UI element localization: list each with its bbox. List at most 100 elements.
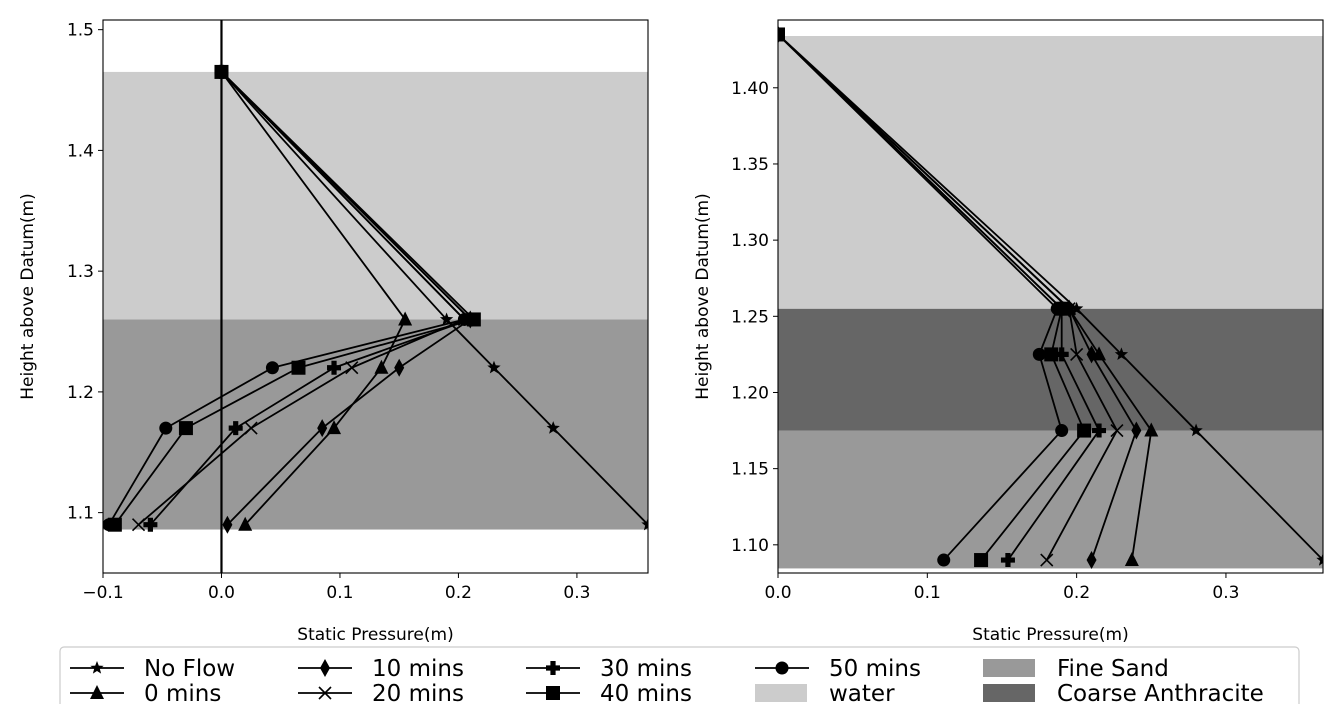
legend-label: 30 mins bbox=[600, 656, 692, 682]
y-tick-label: 1.5 bbox=[67, 21, 94, 41]
x-axis-label: Static Pressure(m) bbox=[972, 625, 1128, 645]
marker-triangle bbox=[374, 359, 389, 374]
marker-thin-diamond bbox=[222, 515, 233, 534]
markers-50-mins bbox=[778, 27, 1069, 567]
marker-triangle bbox=[398, 311, 413, 326]
region-coarse-anthracite bbox=[778, 308, 1323, 431]
marker-square bbox=[291, 360, 306, 375]
marker-x bbox=[1070, 347, 1084, 361]
legend-entry-water: water bbox=[755, 681, 895, 704]
y-axis-label: Height above Datum(m) bbox=[693, 193, 713, 399]
marker-plus-filled bbox=[228, 421, 243, 436]
legend-entry-20-mins: 20 mins bbox=[298, 681, 464, 704]
legend-marker-triangle bbox=[90, 685, 104, 699]
legend-entry-0-mins: 0 mins bbox=[70, 681, 221, 704]
marker-x bbox=[244, 421, 258, 435]
marker-thin-diamond bbox=[317, 419, 328, 438]
legend-label: 50 mins bbox=[829, 656, 921, 682]
marker-square bbox=[466, 312, 481, 327]
x-axis-label: Static Pressure(m) bbox=[297, 625, 453, 645]
marker-x bbox=[1040, 553, 1054, 567]
legend-marker-star bbox=[90, 661, 104, 674]
legend-entry-no-flow: No Flow bbox=[70, 656, 235, 682]
x-tick-label: −0.1 bbox=[82, 583, 123, 603]
legend-swatch-water bbox=[755, 684, 807, 702]
marker-square bbox=[1044, 347, 1059, 362]
marker-star bbox=[1069, 301, 1084, 315]
legend-label: Fine Sand bbox=[1057, 656, 1169, 682]
marker-thin-diamond bbox=[394, 358, 405, 377]
marker-circle bbox=[1050, 302, 1064, 316]
marker-x bbox=[345, 361, 359, 375]
marker-triangle bbox=[327, 420, 342, 435]
marker-square bbox=[178, 421, 193, 436]
x-tick-label: 0.1 bbox=[326, 583, 353, 603]
marker-thin-diamond bbox=[1086, 345, 1097, 364]
marker-star bbox=[546, 421, 560, 434]
marker-x bbox=[131, 518, 146, 532]
legend-entry-30-mins: 30 mins bbox=[526, 656, 692, 682]
marker-circle bbox=[265, 361, 279, 375]
legend-marker-x bbox=[318, 686, 332, 700]
marker-star bbox=[1316, 553, 1323, 566]
marker-triangle bbox=[238, 516, 253, 531]
legend-swatch-fine-sand bbox=[983, 659, 1035, 677]
x-tick-label: 0.2 bbox=[1063, 583, 1090, 603]
legend-label: No Flow bbox=[144, 656, 235, 682]
legend-entry-40-mins: 40 mins bbox=[526, 681, 692, 704]
marker-triangle bbox=[1124, 552, 1139, 567]
legend-label: 10 mins bbox=[372, 656, 464, 682]
y-axis-label: Height above Datum(m) bbox=[18, 193, 38, 399]
marker-thin-diamond bbox=[1131, 421, 1142, 440]
legend-entry-coarse-anthracite: Coarse Anthracite bbox=[983, 681, 1264, 704]
marker-triangle bbox=[1092, 346, 1107, 361]
y-tick-label: 1.4 bbox=[67, 141, 94, 161]
marker-circle bbox=[214, 65, 228, 79]
marker-plus-filled bbox=[143, 517, 158, 532]
legend-marker-plus-filled bbox=[546, 661, 560, 675]
y-tick-label: 1.1 bbox=[67, 504, 94, 524]
marker-circle bbox=[103, 518, 116, 532]
y-tick-label: 1.15 bbox=[731, 460, 769, 480]
marker-x bbox=[1110, 423, 1124, 438]
legend-entry-10-mins: 10 mins bbox=[298, 656, 464, 682]
marker-circle bbox=[778, 27, 785, 41]
y-tick-label: 1.2 bbox=[67, 383, 94, 403]
legend-label: 40 mins bbox=[600, 681, 692, 704]
marker-star bbox=[439, 312, 454, 326]
plot-area bbox=[778, 25, 1323, 570]
legend-label: water bbox=[829, 681, 895, 704]
y-tick-label: 1.10 bbox=[731, 536, 769, 556]
legend-entry-fine-sand: Fine Sand bbox=[983, 656, 1169, 682]
marker-star bbox=[1114, 347, 1129, 361]
legend-marker-square bbox=[546, 686, 560, 700]
marker-plus-filled bbox=[1000, 553, 1015, 568]
legend-entry-50-mins: 50 mins bbox=[755, 656, 921, 682]
x-tick-label: 0.3 bbox=[563, 583, 590, 603]
marker-plus-filled bbox=[1054, 347, 1069, 362]
legend-label: Coarse Anthracite bbox=[1057, 681, 1264, 704]
legend-label: 0 mins bbox=[144, 681, 221, 704]
marker-star bbox=[641, 517, 648, 531]
x-tick-label: 0.0 bbox=[208, 583, 235, 603]
y-tick-label: 1.35 bbox=[731, 155, 769, 175]
left-chart-panel: −0.1 0.0 0.1 0.2 0.3 1.1 1.2 1.3 1.4 1.5 Static Pr… bbox=[18, 19, 649, 645]
y-tick-label: 1.40 bbox=[731, 79, 769, 99]
marker-circle bbox=[1032, 347, 1046, 361]
x-tick-label: 0.0 bbox=[764, 583, 791, 603]
marker-thin-diamond bbox=[1086, 551, 1097, 570]
y-tick-label: 1.20 bbox=[731, 383, 769, 403]
marker-circle bbox=[457, 312, 471, 326]
y-tick-label: 1.25 bbox=[731, 307, 769, 327]
y-tick-label: 1.30 bbox=[731, 231, 769, 251]
region-water bbox=[778, 35, 1323, 309]
marker-star bbox=[1189, 423, 1203, 437]
marker-plus-filled bbox=[327, 360, 342, 375]
marker-circle bbox=[159, 421, 173, 435]
x-tick-label: 0.3 bbox=[1212, 583, 1239, 603]
markers-50-mins bbox=[103, 65, 471, 532]
x-tick-label: 0.2 bbox=[445, 583, 472, 603]
region-water bbox=[103, 71, 648, 320]
